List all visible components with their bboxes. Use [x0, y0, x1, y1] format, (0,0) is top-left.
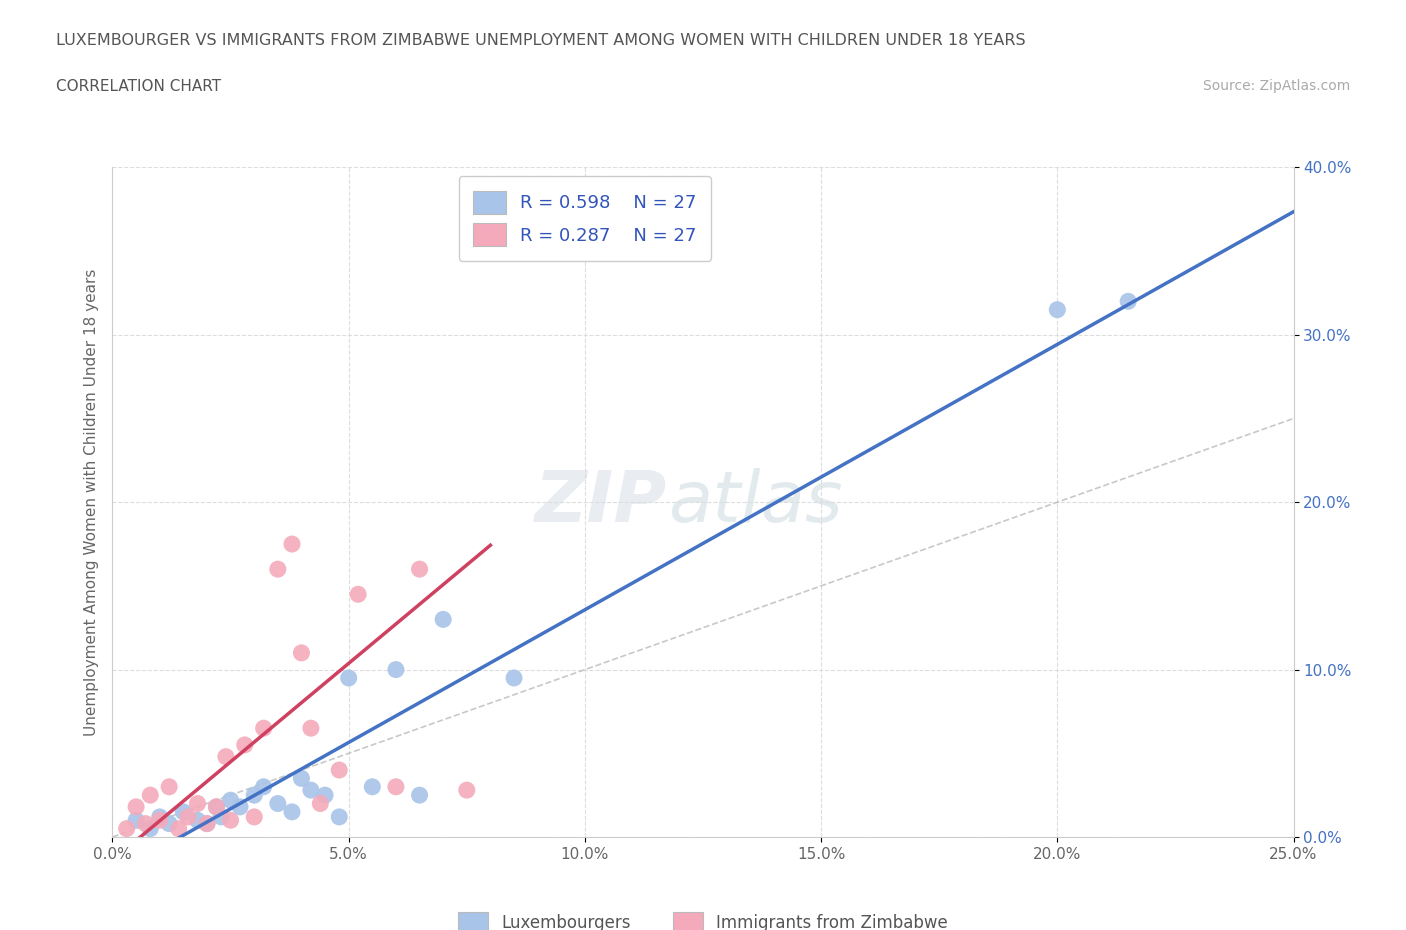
Point — [139, 788, 162, 803]
Point — [281, 537, 304, 551]
Point — [209, 809, 232, 824]
Point — [385, 662, 408, 677]
Point — [267, 562, 290, 577]
Point — [253, 721, 276, 736]
Point — [186, 813, 208, 828]
Point — [172, 804, 194, 819]
Text: ZIP: ZIP — [536, 468, 668, 537]
Text: atlas: atlas — [668, 468, 842, 537]
Point — [186, 796, 208, 811]
Point — [456, 783, 478, 798]
Point — [299, 721, 322, 736]
Point — [229, 800, 252, 815]
Text: CORRELATION CHART: CORRELATION CHART — [56, 79, 221, 94]
Point — [314, 788, 336, 803]
Point — [243, 788, 266, 803]
Point — [219, 792, 242, 807]
Point — [167, 821, 190, 836]
Point — [195, 817, 218, 831]
Point — [243, 809, 266, 824]
Point — [233, 737, 256, 752]
Point — [157, 779, 180, 794]
Point — [361, 779, 384, 794]
Point — [281, 804, 304, 819]
Point — [328, 809, 350, 824]
Point — [125, 813, 148, 828]
Point — [503, 671, 526, 685]
Point — [479, 244, 502, 259]
Point — [299, 783, 322, 798]
Point — [347, 587, 370, 602]
Text: Source: ZipAtlas.com: Source: ZipAtlas.com — [1202, 79, 1350, 93]
Point — [309, 796, 332, 811]
Point — [135, 817, 157, 831]
Point — [290, 645, 312, 660]
Point — [149, 809, 172, 824]
Point — [337, 671, 360, 685]
Point — [432, 612, 454, 627]
Point — [157, 817, 180, 831]
Point — [253, 779, 276, 794]
Point — [408, 562, 430, 577]
Point — [177, 809, 200, 824]
Point — [328, 763, 350, 777]
Point — [267, 796, 290, 811]
Point — [125, 800, 148, 815]
Point — [290, 771, 312, 786]
Point — [149, 813, 172, 828]
Point — [215, 750, 238, 764]
Point — [205, 800, 228, 815]
Point — [1046, 302, 1069, 317]
Point — [408, 788, 430, 803]
Text: LUXEMBOURGER VS IMMIGRANTS FROM ZIMBABWE UNEMPLOYMENT AMONG WOMEN WITH CHILDREN : LUXEMBOURGER VS IMMIGRANTS FROM ZIMBABWE… — [56, 33, 1026, 47]
Point — [139, 821, 162, 836]
Point — [205, 800, 228, 815]
Y-axis label: Unemployment Among Women with Children Under 18 years: Unemployment Among Women with Children U… — [83, 269, 98, 736]
Point — [385, 779, 408, 794]
Point — [195, 817, 218, 831]
Point — [219, 813, 242, 828]
Legend: Luxembourgers, Immigrants from Zimbabwe: Luxembourgers, Immigrants from Zimbabwe — [451, 906, 955, 930]
Point — [115, 821, 138, 836]
Point — [1116, 294, 1139, 309]
